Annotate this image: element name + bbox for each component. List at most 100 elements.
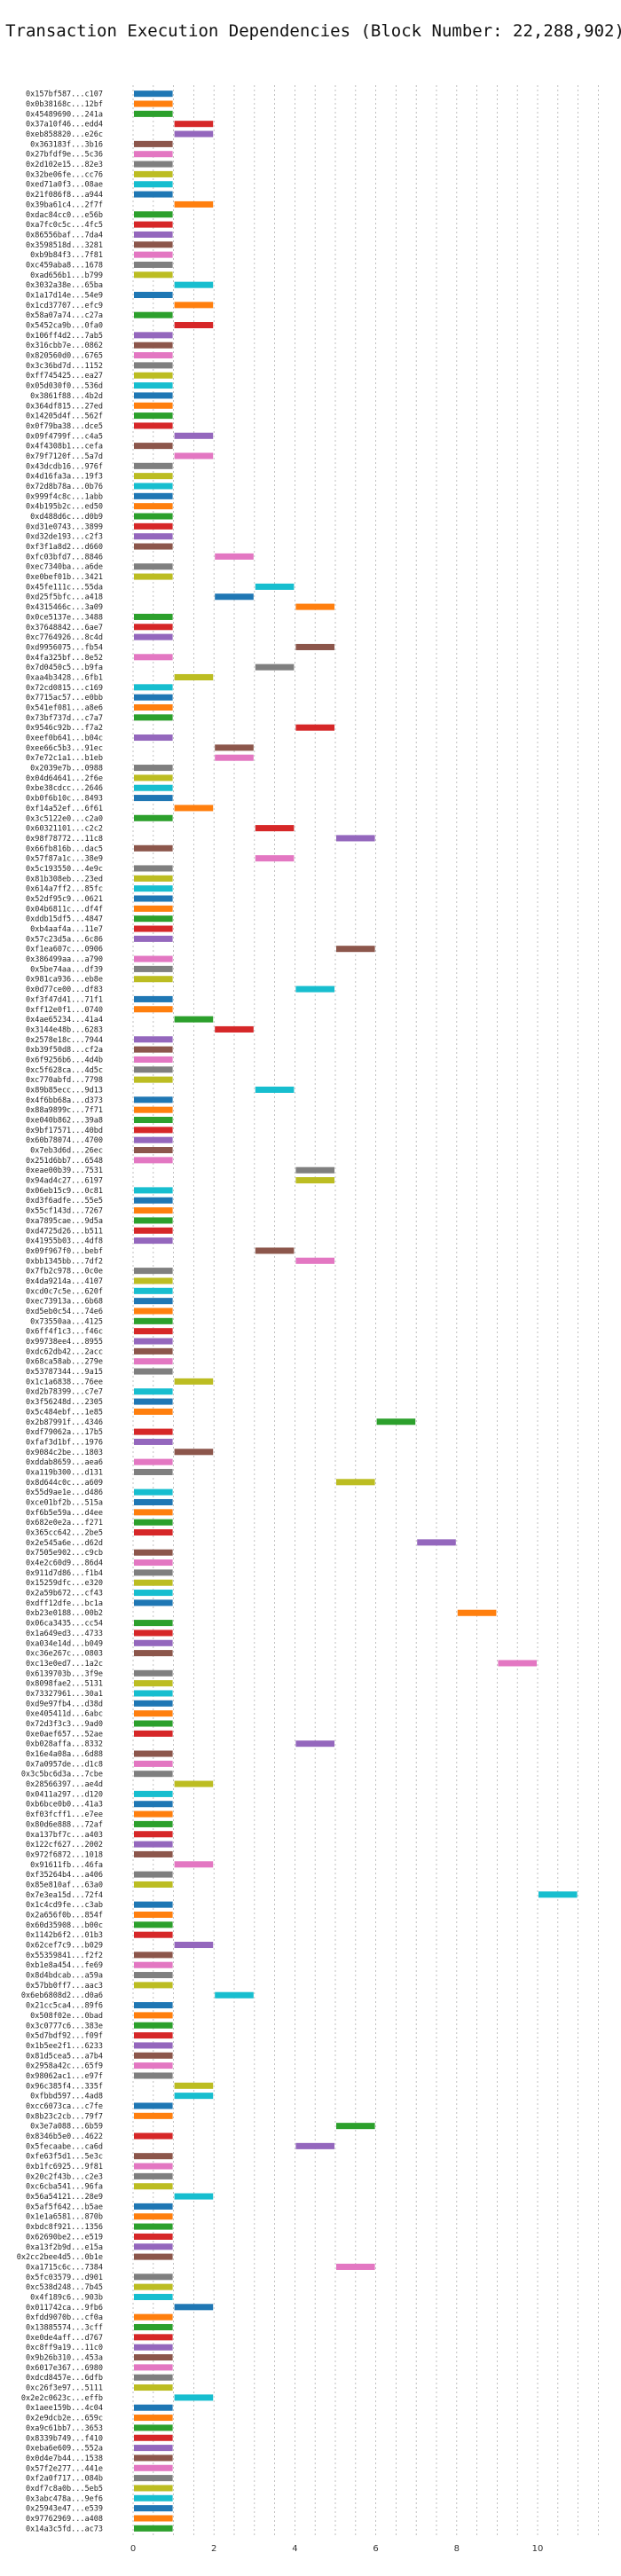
transaction-bar xyxy=(134,2132,173,2140)
transaction-bar xyxy=(134,2183,173,2190)
transaction-bar xyxy=(134,774,173,781)
y-tick-label: 0x8339b749...f410 xyxy=(26,2434,103,2443)
transaction-bar xyxy=(134,2072,173,2079)
transaction-bar xyxy=(134,1328,173,1335)
transaction-bar xyxy=(215,1025,254,1033)
transaction-bar xyxy=(134,1820,173,1827)
transaction-bar xyxy=(134,784,173,791)
y-tick-label: 0x37a10f46...edd4 xyxy=(26,121,103,130)
y-tick-label: 0x8346b5e0...4622 xyxy=(26,2132,103,2141)
y-tick-label: 0x316cbb7e...0862 xyxy=(26,342,103,350)
y-tick-label: 0x5be74aa...df39 xyxy=(30,965,103,974)
y-tick-label: 0xc8ff9a19...11c0 xyxy=(26,2344,103,2352)
transaction-bar xyxy=(134,2283,173,2290)
transaction-bar xyxy=(134,513,173,520)
transaction-bar xyxy=(134,2313,173,2321)
transaction-bar xyxy=(295,1166,334,1174)
y-tick-label: 0xd9e97fb4...d38d xyxy=(26,1700,103,1708)
transaction-bar xyxy=(134,1227,173,1234)
y-tick-label: 0x1cd37707...efc9 xyxy=(26,302,103,310)
transaction-bar xyxy=(134,503,173,510)
transaction-bar xyxy=(134,1871,173,1878)
transaction-bar xyxy=(134,915,173,923)
transaction-bar xyxy=(134,1388,173,1395)
transaction-bar xyxy=(134,563,173,570)
y-tick-label: 0x28566397...ae4d xyxy=(26,1780,103,1789)
transaction-bar xyxy=(134,1408,173,1415)
y-tick-label: 0x1a649ed3...4733 xyxy=(26,1630,103,1638)
y-tick-label: 0x79f7120f...5a7d xyxy=(26,452,103,461)
x-tick-label: 6 xyxy=(373,2544,378,2554)
transaction-bar xyxy=(134,2344,173,2351)
transaction-bar xyxy=(336,835,375,842)
transaction-bar xyxy=(174,1449,214,1456)
y-tick-label: 0xaa4b3428...6fb1 xyxy=(26,673,103,682)
x-tick-label: 4 xyxy=(292,2544,297,2554)
transaction-bar xyxy=(134,2223,173,2230)
y-tick-label: 0xddab8659...aea6 xyxy=(26,1458,103,1467)
y-tick-label: 0x7a0957de...d1c8 xyxy=(26,1760,103,1769)
transaction-bar xyxy=(134,965,173,972)
transaction-bar xyxy=(134,1982,173,1989)
transaction-bar xyxy=(134,1136,173,1143)
transaction-bar xyxy=(134,231,173,238)
y-tick-label: 0x682e0e2a...f271 xyxy=(26,1519,103,1528)
transaction-bar xyxy=(134,2384,173,2391)
transaction-bar xyxy=(134,2172,173,2179)
transaction-bar xyxy=(134,865,173,872)
y-tick-label: 0x3c36bd7d...1152 xyxy=(26,362,103,371)
y-tick-label: 0x1b5ee2f1...6233 xyxy=(26,2042,103,2051)
transaction-bar xyxy=(134,684,173,691)
transaction-bar xyxy=(134,1498,173,1506)
transaction-bar xyxy=(134,714,173,721)
transaction-bar xyxy=(134,1760,173,1767)
y-tick-label: 0x60321101...c2c2 xyxy=(26,825,103,834)
transaction-bar xyxy=(255,1086,295,1094)
y-tick-label: 0x1c1a6838...76ee xyxy=(26,1378,103,1386)
transaction-bar xyxy=(174,302,214,309)
y-tick-label: 0x2a59b672...cf43 xyxy=(26,1590,103,1598)
y-tick-label: 0xfc03bfd7...8846 xyxy=(26,553,103,562)
y-tick-label: 0x2b87991f...4346 xyxy=(26,1418,103,1427)
transaction-bar xyxy=(134,2334,173,2341)
transaction-bar xyxy=(134,1850,173,1857)
transaction-bar xyxy=(134,1528,173,1536)
y-tick-label: 0x4b195b2c...ed50 xyxy=(26,503,103,512)
y-tick-label: 0xa7895cae...9d5a xyxy=(26,1217,103,1226)
transaction-bar xyxy=(134,261,173,268)
y-tick-label: 0x4fa325bf...8e52 xyxy=(26,654,103,663)
transaction-bar xyxy=(215,553,254,560)
y-tick-label: 0x6ff4f1c3...f46c xyxy=(26,1328,103,1337)
transaction-bar xyxy=(134,2404,173,2411)
y-tick-label: 0x45fe111c...55da xyxy=(26,583,103,592)
y-tick-label: 0xd4725d26...b511 xyxy=(26,1227,103,1236)
transaction-bar xyxy=(134,2203,173,2210)
y-tick-label: 0xd25f5bfc...a418 xyxy=(26,593,103,602)
transaction-bar xyxy=(134,694,173,701)
y-tick-label: 0xa119b300...d131 xyxy=(26,1468,103,1477)
transaction-bar xyxy=(134,543,173,550)
transaction-bar xyxy=(255,1247,295,1254)
transaction-bar xyxy=(498,1660,537,1667)
transaction-bar xyxy=(134,1066,173,1073)
y-tick-label: 0x32be06fe...cc76 xyxy=(26,170,103,179)
y-tick-label: 0x9bf17571...40bd xyxy=(26,1127,103,1135)
y-tick-label: 0x8b23c2cb...79f7 xyxy=(26,2112,103,2121)
y-tick-label: 0x21f086f8...a944 xyxy=(26,191,103,200)
y-tick-label: 0x27bfdf9e...5c36 xyxy=(26,151,103,160)
y-tick-label: 0xd2b78399...c7e7 xyxy=(26,1388,103,1397)
transaction-bar xyxy=(134,1730,173,1737)
transaction-bar xyxy=(134,2364,173,2371)
transaction-bar xyxy=(134,422,173,429)
transaction-bar xyxy=(134,1308,173,1315)
transaction-bar xyxy=(134,311,173,318)
transaction-bar xyxy=(134,402,173,409)
y-tick-label: 0x0411a297...d120 xyxy=(26,1790,103,1799)
y-tick-label: 0xc7764926...8c4d xyxy=(26,633,103,642)
y-tick-label: 0x88a9899c...7f71 xyxy=(26,1106,103,1115)
transaction-bar xyxy=(134,90,173,98)
transaction-bar xyxy=(215,1991,254,1999)
y-tick-label: 0x45489690...241a xyxy=(26,110,103,119)
y-tick-label: 0x98f78772...11c8 xyxy=(26,835,103,844)
y-tick-label: 0x56a54121...28e9 xyxy=(26,2193,103,2202)
